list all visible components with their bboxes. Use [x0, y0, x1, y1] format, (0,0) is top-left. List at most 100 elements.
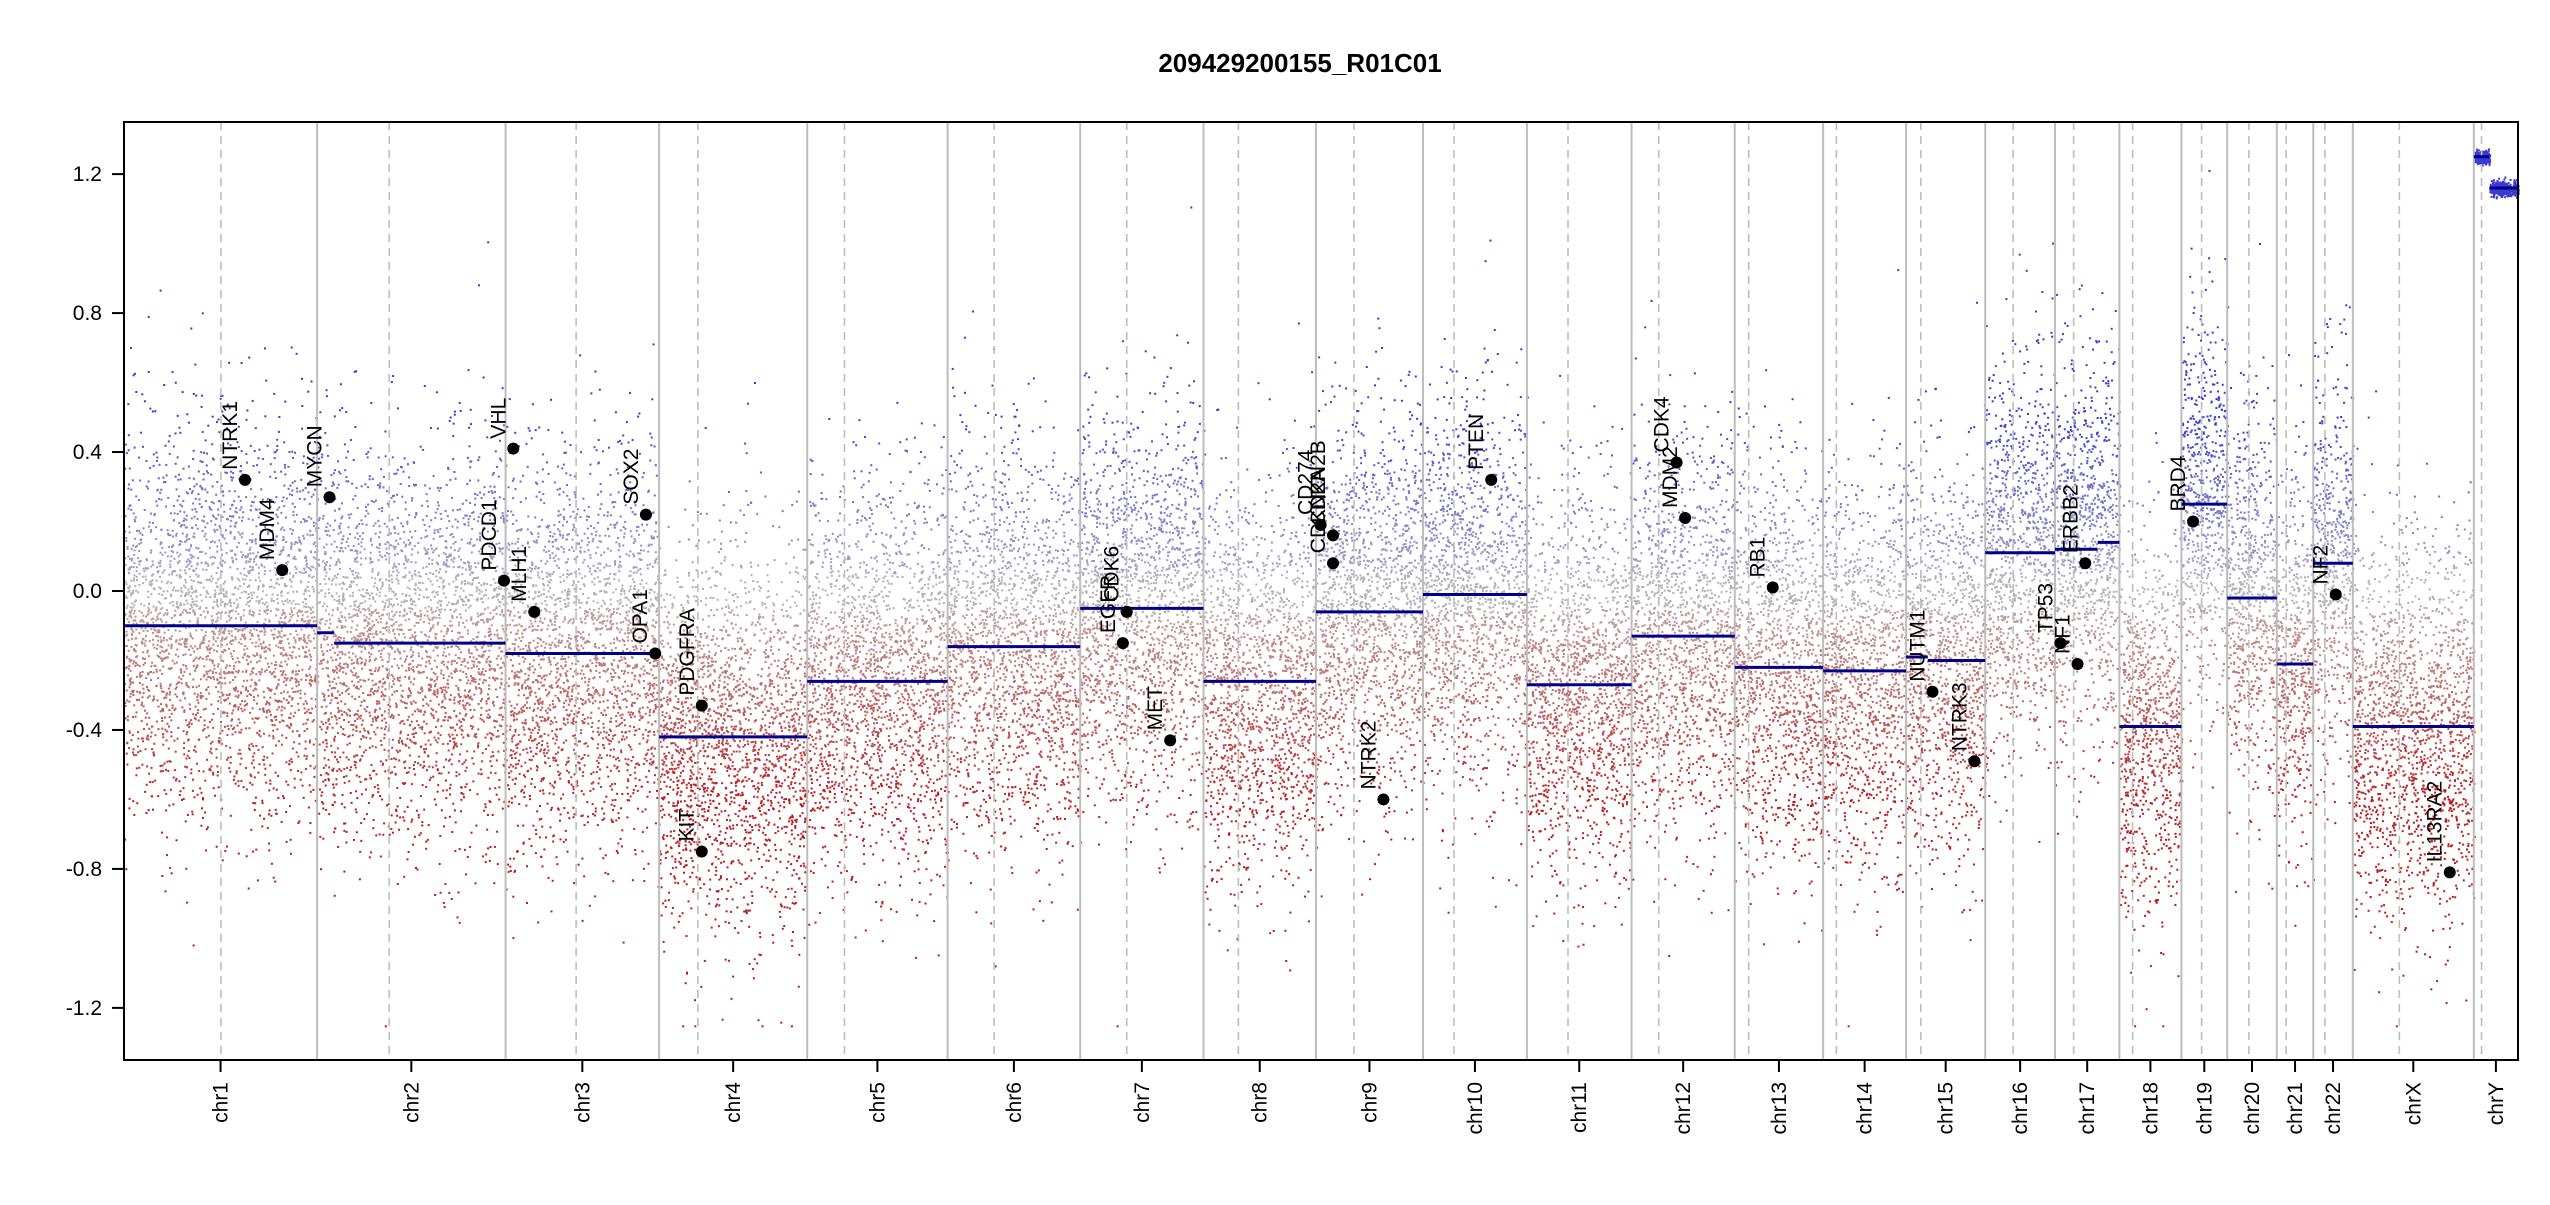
probe-point	[207, 565, 209, 567]
plot-title: 209429200155_R01C01	[1158, 48, 1441, 78]
probe-point	[263, 759, 265, 761]
probe-point	[196, 686, 198, 688]
probe-point	[181, 682, 183, 684]
probe-point	[139, 480, 141, 482]
probe-point	[133, 814, 135, 816]
probe-point	[220, 398, 222, 400]
probe-point	[275, 496, 277, 498]
probe-point	[156, 648, 158, 650]
probe-point	[182, 533, 184, 535]
probe-point	[241, 536, 243, 538]
probe-point	[196, 483, 198, 485]
probe-point	[312, 606, 314, 608]
probe-point	[303, 797, 305, 799]
probe-point	[253, 592, 255, 594]
probe-point	[147, 614, 149, 616]
probe-point	[157, 677, 159, 679]
probe-point	[194, 670, 196, 672]
probe-point	[228, 672, 230, 674]
probe-point	[152, 809, 154, 811]
probe-point	[230, 762, 232, 764]
probe-point	[134, 447, 136, 449]
probe-point	[261, 825, 263, 827]
probe-point	[138, 543, 140, 545]
probe-point	[248, 593, 250, 595]
probe-point	[132, 694, 134, 696]
probe-point	[130, 489, 132, 491]
probe-point	[147, 591, 149, 593]
probe-point	[249, 552, 251, 554]
probe-point	[180, 678, 182, 680]
probe-point	[276, 789, 278, 791]
probe-point	[133, 604, 135, 606]
probe-point	[183, 524, 185, 526]
probe-point	[222, 534, 224, 536]
probe-point	[133, 754, 135, 756]
probe-point	[145, 579, 147, 581]
probe-point	[150, 552, 152, 554]
probe-point	[215, 672, 217, 674]
probe-point	[258, 572, 260, 574]
probe-point	[294, 778, 296, 780]
probe-point	[193, 610, 195, 612]
probe-point	[190, 544, 192, 546]
probe-point	[252, 707, 254, 709]
probe-point	[170, 735, 172, 737]
probe-point	[157, 699, 159, 701]
probe-point	[178, 522, 180, 524]
probe-point	[218, 737, 220, 739]
probe-point	[276, 449, 278, 451]
probe-point	[227, 757, 229, 759]
probe-point	[215, 494, 217, 496]
probe-point	[258, 645, 260, 647]
probe-point	[246, 543, 248, 545]
probe-point	[191, 723, 193, 725]
probe-point	[126, 690, 128, 692]
probe-point	[150, 628, 152, 630]
probe-point	[168, 688, 170, 690]
probe-point	[145, 748, 147, 750]
probe-point	[165, 506, 167, 508]
probe-point	[252, 400, 254, 402]
probe-point	[295, 681, 297, 683]
probe-point	[194, 693, 196, 695]
probe-point	[177, 456, 179, 458]
probe-point	[215, 686, 217, 688]
probe-point	[241, 700, 243, 702]
probe-point	[273, 737, 275, 739]
probe-point	[231, 655, 233, 657]
probe-point	[293, 691, 295, 693]
probe-point	[226, 846, 228, 848]
probe-point	[176, 488, 178, 490]
probe-point	[179, 427, 181, 429]
probe-point	[264, 774, 266, 776]
probe-point	[250, 592, 252, 594]
probe-point	[278, 646, 280, 648]
probe-point	[278, 621, 280, 623]
probe-point	[253, 699, 255, 701]
probe-point	[240, 708, 242, 710]
probe-point	[150, 665, 152, 667]
probe-point	[207, 726, 209, 728]
probe-point	[291, 657, 293, 659]
probe-point	[246, 855, 248, 857]
probe-point	[308, 590, 310, 592]
probe-point	[306, 611, 308, 613]
probe-point	[210, 557, 212, 559]
probe-point	[264, 634, 266, 636]
probe-point	[244, 628, 246, 630]
probe-point	[283, 485, 285, 487]
probe-point	[146, 686, 148, 688]
probe-point	[148, 809, 150, 811]
probe-point	[189, 612, 191, 614]
probe-point	[309, 530, 311, 532]
probe-point	[192, 536, 194, 538]
probe-point	[290, 713, 292, 715]
probe-point	[161, 717, 163, 719]
probe-point	[238, 718, 240, 720]
probe-point	[139, 674, 141, 676]
probe-point	[154, 780, 156, 782]
probe-point	[165, 464, 167, 466]
probe-point	[173, 777, 175, 779]
probe-point	[144, 710, 146, 712]
